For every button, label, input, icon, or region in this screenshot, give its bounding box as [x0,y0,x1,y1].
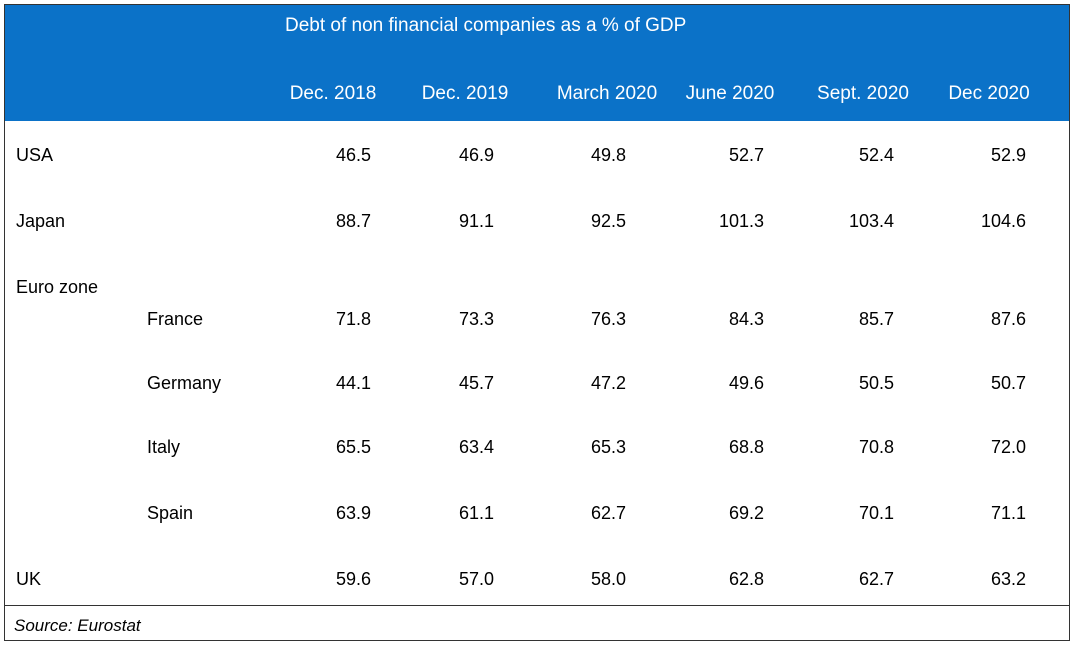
row-label: Euro zone [16,277,99,297]
table-cell: 69.2 [728,503,764,523]
table-title: Debt of non financial companies as a % o… [285,15,687,36]
table-cell: 59.6 [335,569,371,589]
row-label: France [147,309,204,329]
table-cell: 52.7 [728,145,764,165]
table-cell: 91.1 [458,211,494,231]
table-cell: 44.1 [335,373,371,393]
table-cell: 84.3 [728,309,764,329]
table-cell: 101.3 [718,211,764,231]
table-cell: 50.5 [858,373,894,393]
row-label: Japan [16,211,66,231]
column-header: Dec. 2018 [289,83,377,104]
table-cell: 87.6 [990,309,1026,329]
table-cell: 104.6 [980,211,1026,231]
table-cell: 70.1 [858,503,894,523]
table-cell: 71.1 [990,503,1026,523]
source-note: Source: Eurostat [14,616,141,635]
table-cell: 61.1 [458,503,494,523]
table-cell: 52.9 [990,145,1026,165]
column-header: Dec 2020 [948,83,1030,104]
column-header: Dec. 2019 [421,83,509,104]
table-cell: 65.3 [590,437,626,457]
table-cell: 72.0 [990,437,1026,457]
row-label: UK [16,569,42,589]
table-cell: 62.7 [590,503,626,523]
row-label: Germany [147,373,222,393]
row-label: Spain [147,503,194,523]
row-label: USA [16,145,54,165]
column-header: March 2020 [556,83,658,104]
table-frame [4,4,1070,641]
table-cell: 46.9 [458,145,494,165]
table-cell: 85.7 [858,309,894,329]
table-cell: 71.8 [335,309,371,329]
table-cell: 88.7 [335,211,371,231]
table-cell: 50.7 [990,373,1026,393]
table-cell: 47.2 [590,373,626,393]
table-cell: 70.8 [858,437,894,457]
table-cell: 45.7 [458,373,494,393]
table-cell: 68.8 [728,437,764,457]
table-cell: 63.9 [335,503,371,523]
row-label: Italy [147,437,181,457]
table-cell: 63.4 [458,437,494,457]
table-cell: 62.8 [728,569,764,589]
table-header: Debt of non financial companies as a % o… [5,5,1069,121]
table-cell: 63.2 [990,569,1026,589]
column-header: June 2020 [685,83,775,104]
table-cell: 46.5 [335,145,371,165]
source-divider [5,605,1069,606]
table-cell: 62.7 [858,569,894,589]
table-cell: 103.4 [848,211,894,231]
table-cell: 65.5 [335,437,371,457]
column-header: Sept. 2020 [817,83,909,104]
table-cell: 58.0 [590,569,626,589]
table-cell: 73.3 [458,309,494,329]
table-cell: 49.8 [590,145,626,165]
table-cell: 92.5 [590,211,626,231]
table-cell: 76.3 [590,309,626,329]
table-cell: 57.0 [458,569,494,589]
table-cell: 49.6 [728,373,764,393]
table-cell: 52.4 [858,145,894,165]
